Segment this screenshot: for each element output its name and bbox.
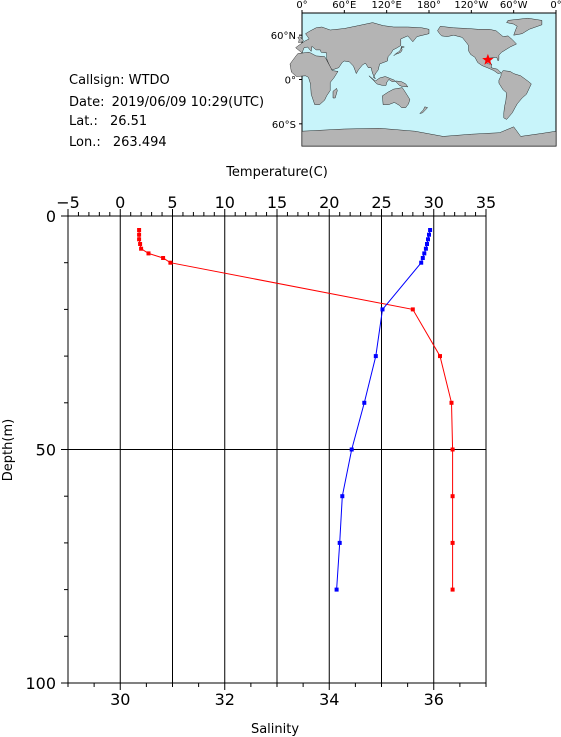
salinity-point (349, 447, 354, 452)
callsign-label: Callsign: (69, 73, 125, 88)
callsign-line: Callsign: WTDO (69, 73, 170, 88)
temperature-profile-line (138, 230, 454, 590)
map-tick-marks (299, 10, 557, 125)
salinity-axis-title: Salinity (251, 722, 299, 737)
salinity-tick-label: 32 (215, 690, 235, 709)
salinity-point (422, 251, 427, 256)
salinity-point (428, 228, 433, 232)
temperature-point (410, 307, 415, 312)
callsign-value: WTDO (128, 73, 170, 88)
salinity-point (423, 246, 428, 251)
north-america-landmass (437, 26, 517, 74)
map-latitude-label: 60°N (271, 31, 296, 42)
temperature-tick-label: 15 (267, 193, 287, 212)
salinity-point (420, 256, 425, 260)
indonesia-landmass (368, 75, 409, 88)
depth-axis-title: Depth(m) (1, 419, 16, 481)
africa-landmass (289, 51, 339, 105)
date-label: Date: (69, 95, 105, 110)
temperature-point (137, 237, 142, 242)
salinity-tick-label: 30 (110, 690, 130, 709)
temperature-point (450, 447, 455, 452)
temperature-point (450, 587, 455, 592)
temperature-point (450, 540, 455, 545)
temperature-point (137, 232, 142, 237)
new-zealand-landmass (419, 106, 428, 114)
japan-landmass (393, 46, 405, 57)
map-longitude-label: 0° (550, 0, 561, 11)
salinity-point (334, 587, 339, 592)
map-longitude-label: 60°W (500, 0, 528, 11)
map-tick-labels: 0° 60°E 120°E 180° 120°W 60°W 0° 60°N 0° 60°S (271, 0, 561, 131)
data-series (137, 228, 455, 592)
map-latitude-label: 60°S (272, 120, 296, 131)
temperature-point (438, 354, 442, 359)
temperature-tick-label: 25 (371, 193, 391, 212)
depth-tick-label: 0 (46, 207, 56, 226)
temperature-point (139, 246, 144, 251)
temperature-tick-label: 0 (115, 193, 125, 212)
south-america-landmass (498, 70, 532, 120)
grid-lines (67, 216, 487, 683)
station-marker (482, 53, 494, 65)
salinity-point (425, 242, 429, 246)
map-land (289, 17, 557, 147)
map-longitude-label: 120°E (371, 0, 401, 11)
map-latitude-label: 0° (285, 76, 296, 87)
salinity-point (337, 540, 342, 545)
map-longitude-label: 0° (296, 0, 307, 11)
station-star-icon (482, 53, 494, 65)
map-longitude-label: 60°E (332, 0, 356, 11)
lat-label: Lat.: (69, 114, 98, 129)
temperature-point (161, 256, 166, 260)
lon-line: Lon.: 263.494 (69, 135, 167, 150)
date-line: Date: 2019/06/09 10:29(UTC) (69, 95, 264, 110)
salinity-point (373, 354, 378, 359)
lat-value: 26.51 (109, 114, 148, 129)
temperature-tick-label: 35 (476, 193, 496, 212)
temperature-tick-label: 5 (167, 193, 177, 212)
temperature-tick-label: 20 (319, 193, 339, 212)
uk-landmass (297, 36, 304, 43)
antarctica-landmass (301, 126, 557, 147)
salinity-point (426, 237, 430, 242)
temperature-tick-label: 30 (424, 193, 444, 212)
world-map: 0° 60°E 120°E 180° 120°W 60°W 0° 60°N 0° 60°S (271, 0, 561, 147)
temperature-point (449, 400, 454, 405)
salinity-tick-label: 34 (319, 690, 339, 709)
temperature-point (137, 228, 142, 232)
australia-landmass (382, 87, 411, 108)
lon-value: 263.494 (112, 135, 167, 150)
depth-tick-label: 50 (36, 441, 56, 460)
salinity-point (340, 494, 345, 499)
date-value: 2019/06/09 10:29(UTC) (111, 95, 265, 110)
temperature-axis-title: Temperature(C) (225, 165, 328, 180)
salinity-point (427, 232, 431, 237)
salinity-tick-label: 36 (424, 690, 444, 709)
depth-tick-label: 100 (25, 674, 56, 693)
map-longitude-label: 120°W (454, 0, 488, 11)
greenland-landmass (506, 17, 543, 36)
lon-label: Lon.: (69, 135, 101, 150)
temperature-tick-label: 10 (215, 193, 235, 212)
map-longitude-label: 180° (417, 0, 441, 11)
temperature-tick-label: −5 (56, 193, 80, 212)
temperature-point (138, 242, 143, 246)
salinity-profile-line (336, 229, 431, 590)
salinity-point (419, 260, 424, 265)
salinity-point (380, 307, 385, 312)
temperature-point (450, 494, 455, 499)
lat-line: Lat.: 26.51 (69, 114, 147, 129)
madagascar-landmass (332, 88, 338, 99)
temperature-point (168, 260, 173, 265)
salinity-point (362, 400, 367, 405)
temperature-point (146, 251, 151, 256)
